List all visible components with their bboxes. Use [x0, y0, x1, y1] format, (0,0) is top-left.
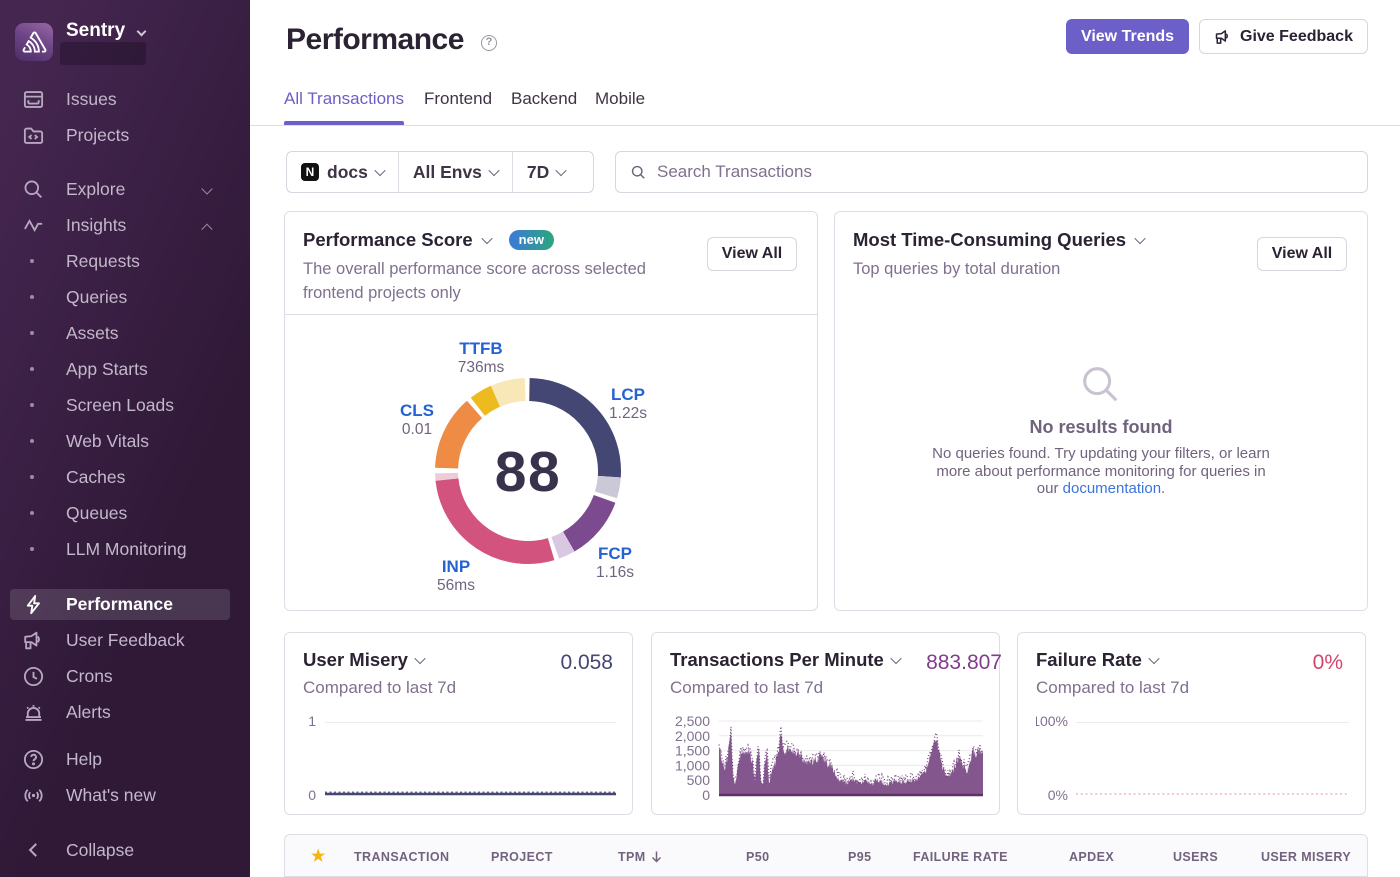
svg-text:LCP: LCP: [611, 385, 645, 404]
svg-text:INP: INP: [442, 557, 470, 576]
svg-text:2,000: 2,000: [675, 728, 710, 744]
svg-text:736ms: 736ms: [458, 359, 505, 376]
svg-text:1: 1: [308, 713, 316, 729]
svg-text:100%: 100%: [1036, 713, 1068, 729]
svg-text:1.22s: 1.22s: [609, 405, 647, 422]
svg-text:2,500: 2,500: [675, 713, 710, 729]
svg-text:0.01: 0.01: [402, 421, 432, 438]
svg-text:FCP: FCP: [598, 544, 632, 563]
svg-text:0: 0: [308, 787, 316, 803]
svg-text:56ms: 56ms: [437, 577, 475, 594]
svg-text:0: 0: [702, 787, 710, 803]
svg-text:0%: 0%: [1048, 787, 1068, 803]
svg-text:1,500: 1,500: [675, 743, 710, 759]
svg-text:TTFB: TTFB: [459, 339, 502, 358]
svg-text:1.16s: 1.16s: [596, 564, 634, 581]
svg-text:500: 500: [687, 772, 711, 788]
svg-text:1,000: 1,000: [675, 757, 710, 773]
svg-text:CLS: CLS: [400, 401, 434, 420]
svg-text:88: 88: [495, 440, 561, 504]
